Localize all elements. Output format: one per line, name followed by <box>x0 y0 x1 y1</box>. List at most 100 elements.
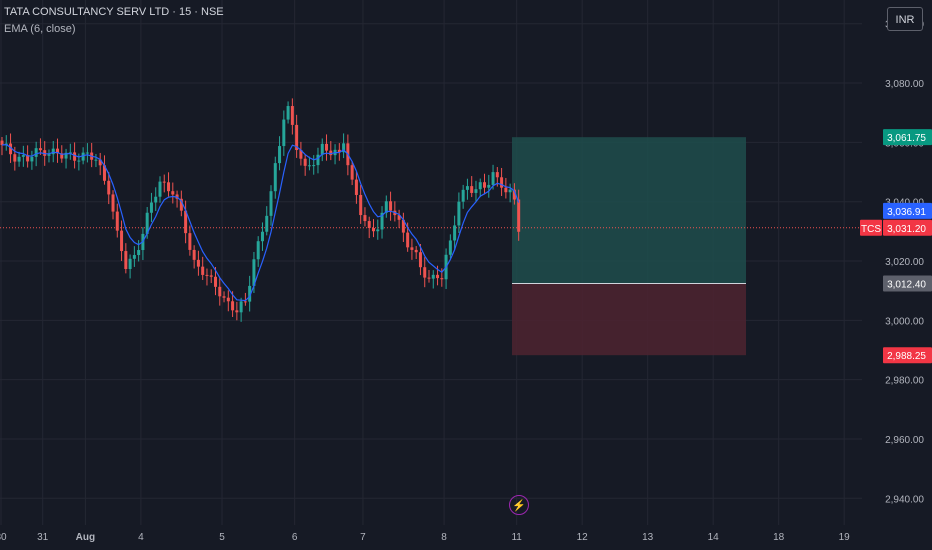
ema-price-badge <box>883 202 932 219</box>
candle-body <box>286 106 290 120</box>
candle-body <box>60 153 64 159</box>
candle-body <box>188 233 192 250</box>
candle-body <box>508 189 512 193</box>
candle-body <box>158 181 162 197</box>
last-price-badge-text: 3,031.20 <box>887 224 926 235</box>
candle-body <box>474 189 478 193</box>
candle-body <box>367 221 371 229</box>
candle-body <box>265 215 269 232</box>
candle-body <box>26 155 30 162</box>
candle-body <box>397 215 401 220</box>
candle-body <box>299 150 303 159</box>
candle-body <box>457 201 461 226</box>
loss-zone <box>512 283 746 356</box>
candle-body <box>380 212 384 230</box>
target-price-badge <box>883 129 932 146</box>
candle-body <box>470 186 474 193</box>
candle-body <box>269 191 273 216</box>
target-price-badge-text: 3,061.75 <box>887 133 926 144</box>
candle-body <box>491 172 495 185</box>
candle-body <box>342 143 346 153</box>
candle-body <box>21 155 25 157</box>
candle-body <box>167 182 171 192</box>
candle-body <box>132 255 136 259</box>
candle-body <box>282 119 286 147</box>
time-axis[interactable]: 30 31 Aug 4 5 6 7 8 11 12 13 14 18 19 <box>0 532 850 543</box>
candle-body <box>278 146 282 164</box>
candle-body <box>495 172 499 178</box>
candle-body <box>154 196 158 203</box>
candle-body <box>205 274 209 276</box>
candle-body <box>273 163 277 192</box>
candle-body <box>389 201 393 211</box>
price-badges: 3,061.75 3,036.91 3,031.20 3,012.40 2,988.25… <box>860 129 932 364</box>
candle-body <box>410 247 414 250</box>
candle-body <box>120 230 124 252</box>
candle-body <box>401 219 405 233</box>
y-tick-label: 3,020.00 <box>885 257 924 268</box>
candle-body <box>431 274 435 279</box>
candle-body <box>478 182 482 190</box>
candle-body <box>222 296 226 298</box>
x-tick-label: 8 <box>441 532 447 543</box>
candle-body <box>73 152 77 161</box>
entry-price-badge-text: 3,012.40 <box>887 280 926 291</box>
x-tick-label: 18 <box>773 532 785 543</box>
candle-body <box>423 267 427 278</box>
candle-body <box>371 228 375 232</box>
symbol-badge <box>860 219 882 236</box>
candle-body <box>0 140 4 146</box>
x-tick-label: 14 <box>708 532 720 543</box>
candle-body <box>414 249 418 253</box>
candle-body <box>115 211 119 231</box>
candle-body <box>30 156 34 162</box>
ema-price-badge-text: 3,036.91 <box>887 207 926 218</box>
stop-price-badge <box>883 347 932 364</box>
position-zones <box>512 137 746 356</box>
candle-body <box>149 202 153 213</box>
y-tick-label: 2,980.00 <box>885 376 924 387</box>
y-tick-label: 3,080.00 <box>885 79 924 90</box>
profit-zone <box>512 137 746 284</box>
candle-body <box>440 278 444 280</box>
candle-body <box>17 156 21 162</box>
ema-indicator-label[interactable]: EMA (6, close) <box>4 23 76 35</box>
candle-body <box>406 232 410 248</box>
last-price-badge <box>883 219 932 236</box>
candle-body <box>218 286 222 297</box>
candle-body <box>51 148 55 155</box>
x-tick-label: 19 <box>839 532 851 543</box>
x-tick-label: 11 <box>511 532 522 543</box>
price-axis[interactable]: 2,940.00 2,960.00 2,980.00 3,000.00 3,020.00… <box>885 20 924 506</box>
lightning-icon[interactable]: ⚡ <box>509 495 529 515</box>
candle-body <box>453 225 457 241</box>
x-tick-label: 13 <box>642 532 654 543</box>
candle-body <box>81 152 85 161</box>
candle-body <box>34 148 38 157</box>
x-tick-label: 4 <box>138 532 144 543</box>
candle-body <box>260 231 264 242</box>
x-tick-label: 5 <box>219 532 225 543</box>
candle-body <box>196 259 200 267</box>
candle-body <box>376 229 380 232</box>
candle-body <box>316 154 320 166</box>
candle-body <box>461 189 465 202</box>
candle-body <box>359 194 363 216</box>
candle-body <box>77 160 81 162</box>
candle-body <box>239 301 243 313</box>
y-tick-label: 2,960.00 <box>885 435 924 446</box>
candle-body <box>363 215 367 222</box>
candle-body <box>68 152 72 154</box>
candle-body <box>483 182 487 188</box>
candle-body <box>47 154 51 156</box>
candle-body <box>145 212 149 234</box>
candle-body <box>418 252 422 268</box>
candles <box>0 98 521 322</box>
candle-body <box>303 158 307 166</box>
candle-body <box>465 186 469 190</box>
candle-body <box>64 152 68 159</box>
y-tick-label: 3,000.00 <box>885 316 924 327</box>
currency-button[interactable]: INR <box>887 7 923 31</box>
candle-body <box>500 177 504 188</box>
